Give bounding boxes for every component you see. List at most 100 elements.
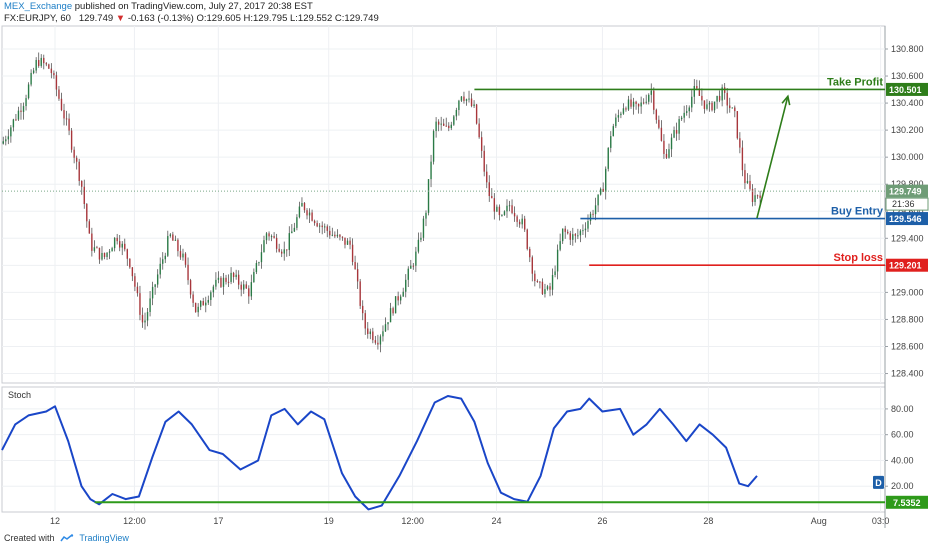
level-price-text: 130.501 xyxy=(889,85,922,95)
stoch-d-badge[interactable] xyxy=(873,475,884,489)
candle-body xyxy=(379,336,382,345)
candle-body xyxy=(392,308,394,314)
candle-body xyxy=(496,206,498,212)
candle-body xyxy=(473,104,475,107)
candle-body xyxy=(255,263,258,273)
candle-body xyxy=(103,252,106,257)
candle-body xyxy=(83,186,85,205)
candle-body xyxy=(7,136,10,140)
candle-body xyxy=(306,210,308,216)
candle-body xyxy=(40,57,42,66)
down-arrow-icon: ▼ xyxy=(115,13,126,24)
candle-body xyxy=(430,161,432,180)
candle-body xyxy=(460,96,463,101)
candle-body xyxy=(149,298,151,312)
candle-body xyxy=(50,68,53,74)
x-tick-label: 12 xyxy=(50,516,60,526)
candle-body xyxy=(248,288,250,297)
candle-body xyxy=(668,149,670,158)
candle-body xyxy=(263,240,265,253)
candle-body xyxy=(111,248,113,252)
candle-body xyxy=(81,180,83,187)
candle-body xyxy=(703,100,706,109)
candle-body xyxy=(113,237,116,249)
candle-body xyxy=(483,150,485,172)
candle-body xyxy=(311,212,313,221)
candle-body xyxy=(260,252,263,263)
candle-body xyxy=(612,126,614,137)
level-price-badge xyxy=(886,82,928,96)
y-tick-label: 128.800 xyxy=(891,314,924,324)
candle-body xyxy=(121,243,123,248)
candle-body xyxy=(275,237,278,249)
candle-body xyxy=(227,281,230,283)
candle-body xyxy=(394,296,397,314)
candle-body xyxy=(432,131,435,162)
candle-body xyxy=(556,249,559,272)
candle-body xyxy=(731,107,733,109)
candle-body xyxy=(440,123,442,125)
candle-body xyxy=(579,230,582,236)
candle-body xyxy=(751,188,754,202)
candle-body xyxy=(217,277,220,280)
chart-header-publisher: MEX_Exchange published on TradingView.co… xyxy=(4,1,313,12)
candle-body xyxy=(43,57,45,64)
chart-header-quote: FX:EURJPY, 60 129.749 ▼ -0.163 (-0.13%) … xyxy=(4,13,379,24)
candle-body xyxy=(711,102,713,111)
candle-body xyxy=(75,157,78,162)
candle-body xyxy=(468,98,470,100)
candle-body xyxy=(665,153,668,158)
candle-body xyxy=(589,213,592,222)
candle-body xyxy=(200,301,202,307)
candle-body xyxy=(567,231,569,234)
y-tick-label: 128.600 xyxy=(891,341,924,351)
candle-body xyxy=(615,117,617,127)
candle-body xyxy=(20,110,22,112)
candle-body xyxy=(673,130,675,138)
candle-body xyxy=(281,251,283,254)
candle-body xyxy=(48,64,50,69)
candle-body xyxy=(701,95,703,101)
candle-body xyxy=(675,130,678,134)
candle-body xyxy=(321,225,323,228)
candle-body xyxy=(134,276,136,287)
candle-body xyxy=(622,108,625,114)
candle-body xyxy=(508,205,511,207)
candle-body xyxy=(253,272,255,283)
candle-body xyxy=(759,195,761,198)
author-link[interactable]: MEX_Exchange xyxy=(4,1,73,12)
candle-body xyxy=(369,331,371,335)
candle-body xyxy=(235,274,237,277)
created-with-label: Created with xyxy=(4,533,55,543)
candle-body xyxy=(27,84,30,99)
candle-body xyxy=(243,284,245,290)
x-tick-label: 12:00 xyxy=(401,516,424,526)
candle-body xyxy=(582,230,584,232)
price-pane xyxy=(1,25,886,384)
candle-body xyxy=(678,119,680,134)
candle-body xyxy=(516,216,518,222)
candle-body xyxy=(470,98,473,107)
candle-body xyxy=(346,240,349,245)
candle-body xyxy=(602,188,604,192)
candle-body xyxy=(478,123,480,138)
y-tick-label: 129.000 xyxy=(891,287,924,297)
candle-body xyxy=(225,277,227,282)
candle-body xyxy=(384,324,387,332)
projection-arrow[interactable] xyxy=(756,96,789,219)
level-label: Stop loss xyxy=(833,252,883,264)
y-tick-label: 130.800 xyxy=(891,44,924,54)
candle-body xyxy=(339,234,341,237)
candle-body xyxy=(521,218,523,225)
candle-body xyxy=(159,263,161,275)
candle-body xyxy=(524,218,526,230)
candle-body xyxy=(706,104,708,109)
candle-body xyxy=(60,98,63,111)
candle-body xyxy=(207,299,209,303)
candle-body xyxy=(65,118,68,120)
candle-body xyxy=(574,234,577,236)
candle-body xyxy=(131,267,134,277)
candle-body xyxy=(488,182,490,197)
tradingview-brand-link[interactable]: TradingView xyxy=(79,533,129,543)
